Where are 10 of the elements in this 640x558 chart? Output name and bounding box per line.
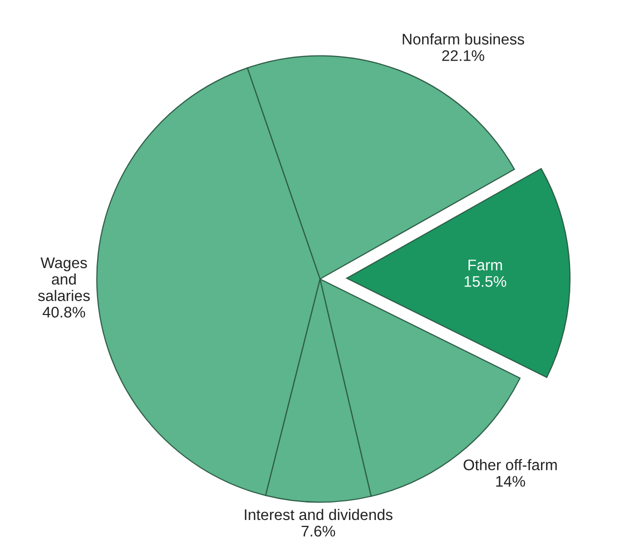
slice-label: Interest and dividends bbox=[244, 508, 392, 520]
data-label: 14% bbox=[496, 476, 526, 487]
slice-label: Farm bbox=[468, 260, 502, 270]
slice-label: Wages and salaries bbox=[38, 258, 90, 302]
data-label: 15.5% bbox=[464, 276, 506, 287]
slice-label: Nonfarm business bbox=[402, 33, 524, 45]
data-label: 7.6% bbox=[302, 526, 336, 537]
data-label: 40.8% bbox=[42, 306, 86, 318]
slice-label: Other off-farm bbox=[464, 459, 557, 470]
data-label: 22.1% bbox=[442, 50, 484, 61]
